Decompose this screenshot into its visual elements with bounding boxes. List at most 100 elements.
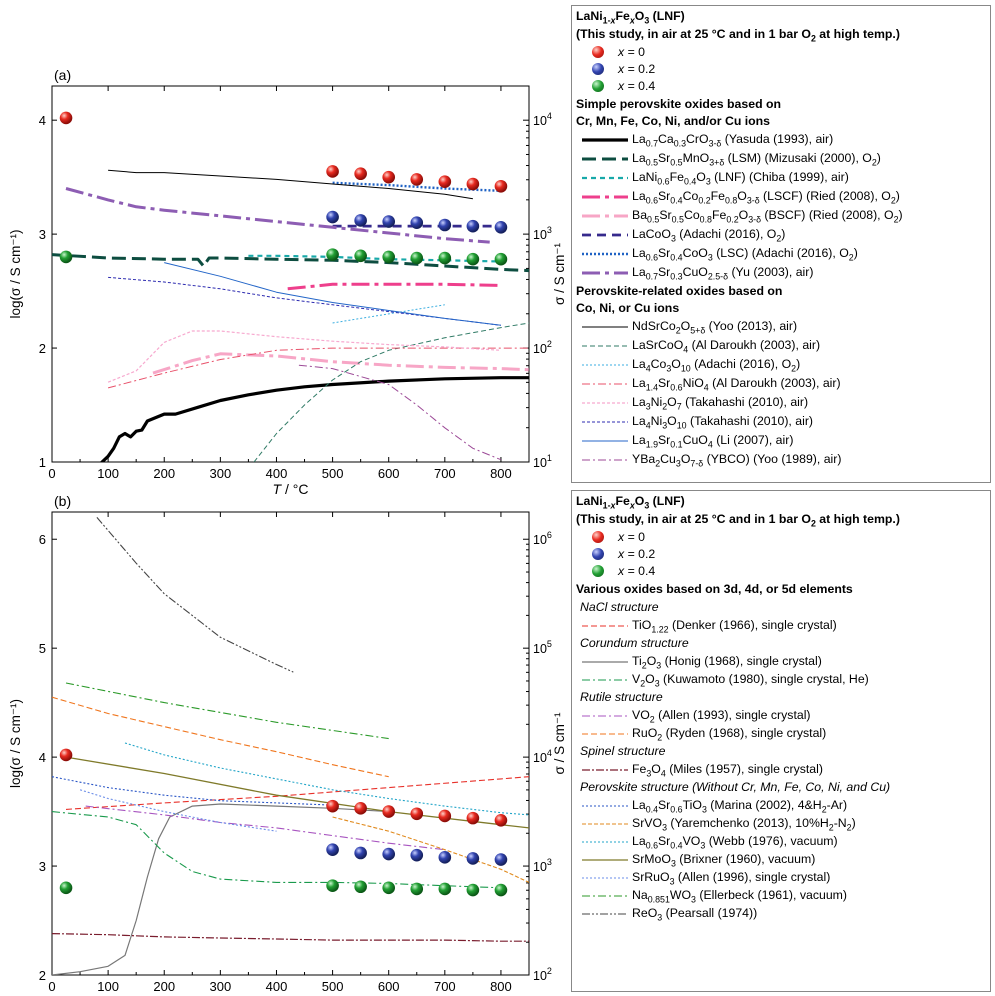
y-tick-label: 2 bbox=[39, 968, 46, 983]
marker-x0 bbox=[326, 165, 339, 178]
legend-item-fe3o4: Fe3O4 (Miles (1957), single crystal) bbox=[580, 762, 988, 778]
series-line-lasrcoo4-al-daroukh-2003-air bbox=[253, 322, 529, 462]
legend-group-various: Various oxides based on 3d, 4d, or 5d el… bbox=[576, 582, 853, 596]
legend-item-vo2: VO2 (Allen (1993), single crystal) bbox=[580, 708, 988, 724]
legend-sub-rutile: Rutile structure bbox=[580, 690, 663, 704]
marker-x02 bbox=[382, 847, 396, 861]
series-line-tio1-22-denker-1966-single-crystal bbox=[65, 776, 529, 810]
series-line-la1-4sr0-6nio4-al-daroukh-2003-air bbox=[107, 347, 529, 389]
marker-x02 bbox=[410, 848, 424, 862]
y-tick-label: 3 bbox=[39, 227, 46, 242]
legend-sub-nacl: NaCl structure bbox=[580, 600, 659, 614]
legend-line-sample bbox=[582, 805, 628, 807]
blue-sphere-icon bbox=[592, 548, 604, 560]
y-tick-label: 4 bbox=[39, 750, 46, 765]
legend-line-sample bbox=[582, 138, 628, 142]
series-line-yba2cu3o7-ybco-yoo-1989-air bbox=[298, 364, 502, 461]
legend-line-sample bbox=[582, 440, 628, 442]
series-line-ruo2-ryden-1968-single-crystal bbox=[52, 696, 389, 778]
legend-item-la4co3o10: La4Co3O10 (Adachi (2016), O2) bbox=[580, 357, 988, 373]
x-tick-label: 0 bbox=[48, 979, 55, 994]
legend-line-sample bbox=[582, 326, 628, 328]
marker-x04 bbox=[494, 883, 508, 897]
legend-item-lscu: La0.7Sr0.3CuO2.5-δ (Yu (2003), air) bbox=[580, 265, 988, 281]
legend-sub-spinel: Spinel structure bbox=[580, 744, 666, 758]
y-tick-label: 6 bbox=[39, 532, 46, 547]
marker-x02 bbox=[382, 215, 396, 228]
legend-item-x04: x = 0.4 bbox=[580, 564, 988, 579]
x-tick-label: 600 bbox=[378, 979, 400, 994]
y2-tick-label: 104 bbox=[533, 111, 552, 128]
legend-item-lasrcoo4: LaSrCoO4 (Al Daroukh (2003), air) bbox=[580, 338, 988, 354]
x-tick-label: 300 bbox=[210, 979, 232, 994]
marker-group bbox=[59, 111, 508, 266]
series-line-reo3-pearsall-1974 bbox=[96, 517, 294, 673]
series-group bbox=[52, 169, 529, 462]
legend-panel-a: LaNi1-xFexO3 (LNF) (This study, in air a… bbox=[571, 5, 991, 483]
x-tick-label: 200 bbox=[153, 979, 175, 994]
marker-x04 bbox=[466, 883, 480, 897]
legend-panel-b: LaNi1-xFexO3 (LNF) (This study, in air a… bbox=[571, 490, 991, 992]
legend-item-nawo3: Na0.851WO3 (Ellerbeck (1961), vacuum) bbox=[580, 888, 988, 904]
marker-x0 bbox=[466, 811, 480, 825]
panel-label: (a) bbox=[54, 67, 71, 83]
marker-x0 bbox=[466, 177, 480, 191]
marker-x02 bbox=[438, 218, 452, 232]
marker-x0 bbox=[494, 814, 508, 827]
series-line-la0-6sr0-4co0-2fe0-8o3-lscf-ried-2008-o2 bbox=[287, 282, 501, 291]
y-tick-label: 2 bbox=[39, 341, 46, 356]
series-group bbox=[52, 517, 529, 975]
marker-x0 bbox=[410, 807, 424, 821]
legend-item-lsc: La0.6Sr0.4CoO3 (LSC) (Adachi (2016), O2) bbox=[580, 246, 988, 262]
legend-item-srruo3: SrRuO3 (Allen (1996), single crystal) bbox=[580, 870, 988, 886]
legend-group-simple-2: Cr, Mn, Fe, Co, Ni, and/or Cu ions bbox=[576, 114, 771, 128]
marker-x04 bbox=[382, 881, 396, 895]
legend-line-sample bbox=[582, 195, 628, 199]
legend-line-sample bbox=[582, 252, 628, 256]
y2-tick-label: 104 bbox=[533, 748, 552, 765]
marker-x0 bbox=[354, 167, 367, 181]
legend-line-sample bbox=[582, 841, 628, 843]
legend-item-la19sr01cuo4: La1.9Sr0.1CuO4 (Li (2007), air) bbox=[580, 433, 988, 449]
marker-x0 bbox=[410, 173, 424, 186]
y2-axis-label: σ / S cm⁻¹ bbox=[552, 712, 567, 774]
marker-x0 bbox=[382, 805, 396, 818]
y-tick-label: 1 bbox=[39, 455, 46, 470]
x-axis-label: T / °C bbox=[273, 481, 309, 497]
legend-item-x02: x = 0.2 bbox=[580, 62, 988, 77]
legend-item-v2o3: V2O3 (Kuwamoto (1980), single crystal, H… bbox=[580, 672, 988, 688]
y2-tick-label: 101 bbox=[533, 453, 552, 470]
legend-item-lsm: La0.5Sr0.5MnO3+δ (LSM) (Mizusaki (2000),… bbox=[580, 151, 988, 167]
marker-x04 bbox=[382, 250, 396, 264]
series-line-la0-4sr0-6tio3-marina-2002-4-h2-ar bbox=[52, 776, 333, 806]
red-sphere-icon bbox=[592, 46, 604, 58]
series-line-la0-5sr0-5mno3-lsm-mizusaki-2000-o2 bbox=[52, 253, 529, 273]
y2-tick-label: 103 bbox=[533, 857, 552, 874]
marker-x02 bbox=[354, 214, 367, 227]
panel-label: (b) bbox=[54, 493, 71, 509]
series-line-ndsrco2o5-yoo-2013-air bbox=[108, 169, 473, 200]
legend-line-sample bbox=[582, 679, 628, 681]
legend-line-sample bbox=[582, 769, 628, 771]
x-tick-label: 300 bbox=[210, 466, 232, 481]
legend-group-related: Perovskite-related oxides based on bbox=[576, 284, 783, 298]
legend-sub-corundum: Corundum structure bbox=[580, 636, 689, 650]
marker-x0 bbox=[59, 748, 73, 762]
marker-x04 bbox=[410, 882, 424, 896]
legend-line-sample bbox=[582, 715, 628, 717]
marker-x04 bbox=[494, 252, 508, 266]
marker-x04 bbox=[410, 251, 424, 265]
series-line-v2o3-kuwamoto-1980-single-crystal-he bbox=[52, 811, 501, 889]
legend-title-lnf: LaNi1-xFexO3 (LNF) bbox=[576, 494, 685, 511]
y2-tick-label: 102 bbox=[533, 339, 552, 356]
series-line-la0-6sr0-4vo3-webb-1976-vacuum bbox=[124, 742, 529, 816]
x-tick-label: 200 bbox=[153, 466, 175, 481]
marker-group bbox=[59, 748, 508, 897]
red-sphere-icon bbox=[592, 531, 604, 543]
marker-x0 bbox=[326, 799, 339, 813]
legend-item-x04: x = 0.4 bbox=[580, 79, 988, 94]
marker-x04 bbox=[354, 249, 367, 263]
legend-line-sample bbox=[582, 421, 628, 423]
marker-x0 bbox=[438, 175, 452, 189]
